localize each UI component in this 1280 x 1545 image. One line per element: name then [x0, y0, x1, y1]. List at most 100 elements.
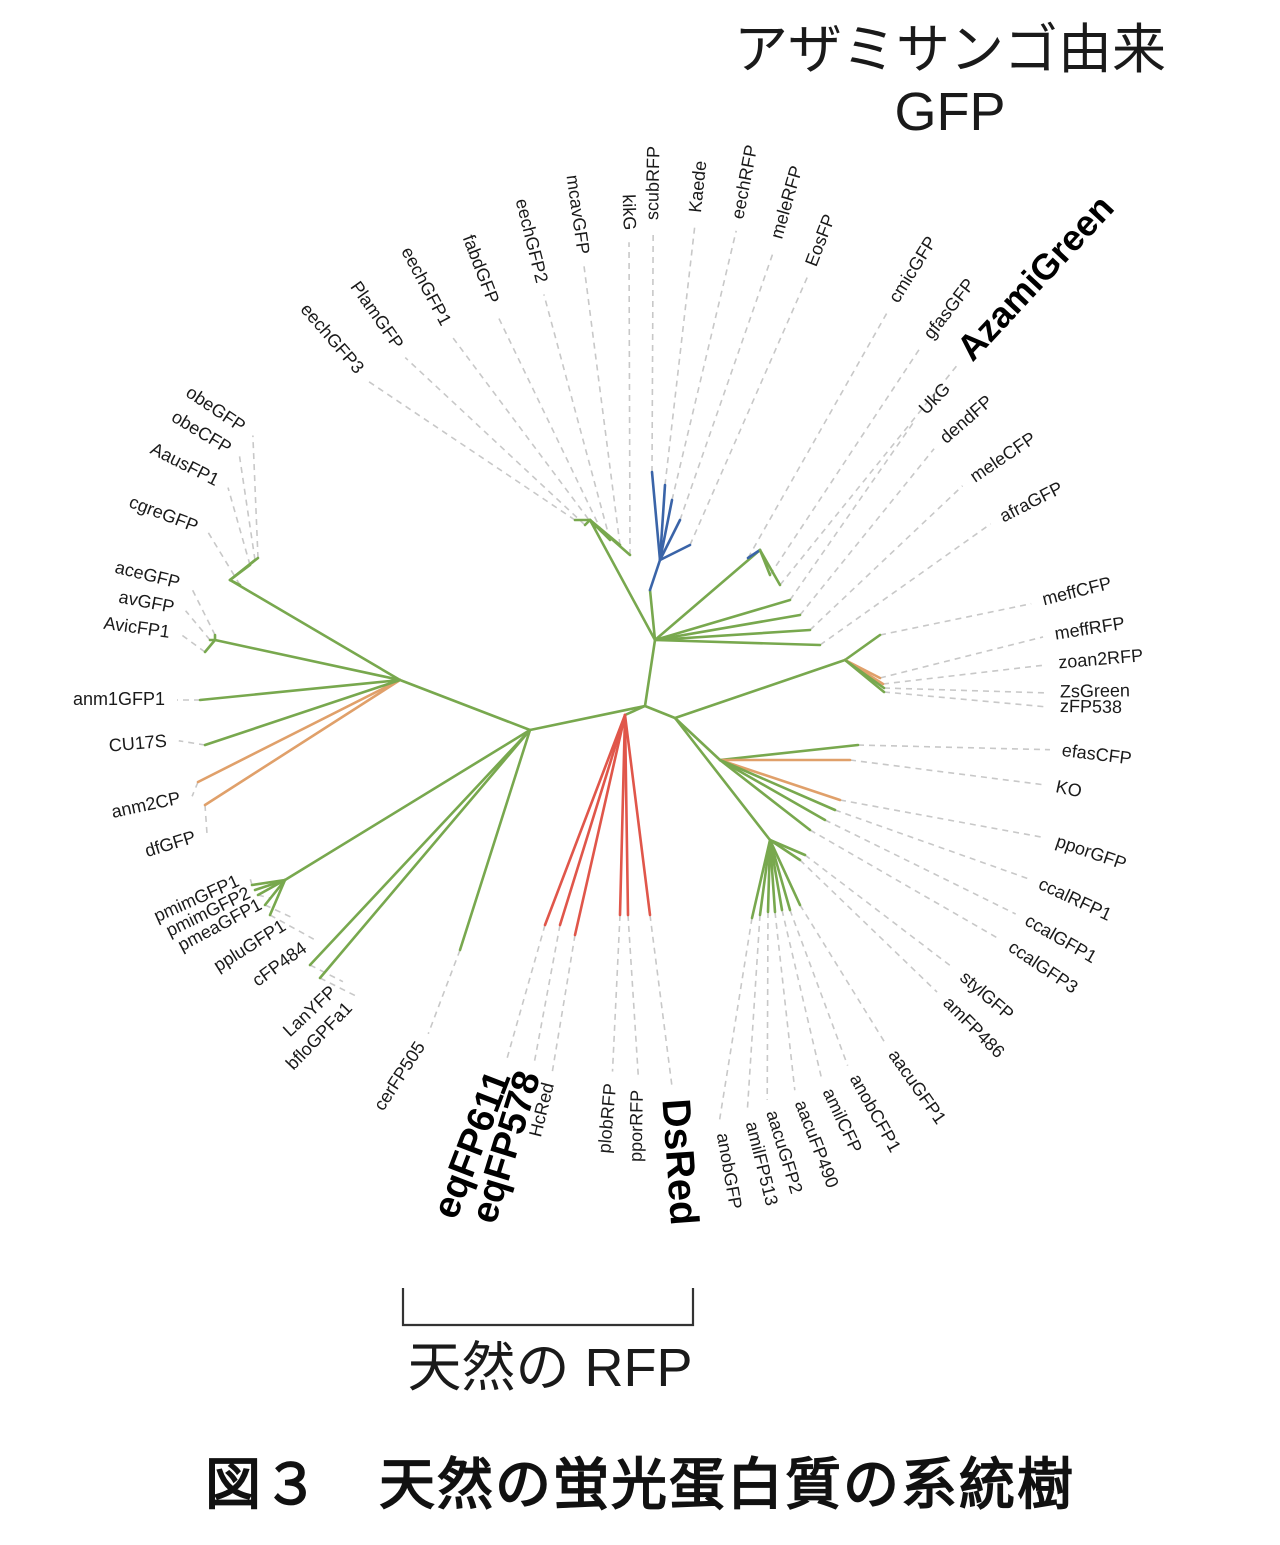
guide-mcavGFP: [583, 266, 621, 546]
branch-zFP538: [843, 658, 886, 694]
leaf-label-meleCFP: meleCFP: [966, 428, 1039, 487]
guide-fabdGFP: [496, 314, 603, 533]
rfp-bracket: [401, 1288, 695, 1327]
leaf-label-eechGFP2: eechGFP2: [512, 197, 552, 285]
branch-HcRed: [573, 713, 627, 937]
branch-internal-c-b: [643, 638, 657, 708]
branch-meffCFP: [843, 633, 882, 662]
guide-ppluGFP1: [264, 904, 296, 920]
branch-anobCFP1: [768, 838, 792, 912]
guide-eqFP611: [505, 924, 546, 1063]
leaf-label-CU17S: CU17S: [108, 731, 168, 756]
guide-gfasGFP: [769, 346, 922, 576]
leaf-label-ccalRFP1: ccalRFP1: [1036, 874, 1115, 925]
branch-meleCFP: [653, 628, 812, 642]
branch-ccalGFP1: [718, 758, 827, 822]
leaf-label-dfGFP: dfGFP: [143, 827, 199, 861]
guide-ccalGFP1: [824, 819, 1017, 915]
branch-internal-r-r1: [673, 658, 847, 720]
branch-scubRFP: [650, 470, 662, 562]
leaf-label-AzamiGreen: AzamiGreen: [948, 187, 1121, 369]
leaf-label-kikG: kikG: [619, 194, 640, 231]
figure-caption: 図３ 天然の蛍光蛋白質の系統樹: [205, 1453, 1075, 1518]
leaf-label-scubRFP: scubRFP: [642, 146, 663, 220]
guide-aacuGFP2: [766, 911, 769, 1100]
guide-efasCFP: [857, 744, 1050, 751]
rfp-bracket-line: [401, 1288, 695, 1327]
guide-CU17S: [178, 739, 206, 746]
guide-dfGFP: [204, 804, 208, 834]
branch-internal-c-r: [643, 704, 677, 720]
branch-amFP486: [768, 838, 802, 862]
branch-meleRFP: [658, 518, 682, 562]
guide-Kaede: [664, 224, 696, 486]
leaf-label-avGFP: avGFP: [117, 587, 176, 617]
leaf-label-efasCFP: efasCFP: [1061, 740, 1133, 768]
leaf-label-UkG: UkG: [915, 379, 954, 419]
guide-AzamiGreen: [779, 364, 958, 586]
branch-pporRFP: [623, 713, 630, 917]
guide-afraGFP: [819, 523, 992, 646]
branch-CU17S: [203, 678, 402, 747]
leaf-label-anm2CP: anm2CP: [110, 788, 183, 822]
leaf-label-plobRFP: plobRFP: [594, 1083, 620, 1155]
branch-eqFP611: [543, 713, 627, 927]
branch-eqFP578: [558, 713, 627, 927]
guide-avGFP: [184, 610, 211, 641]
guide-DsRed: [649, 914, 673, 1088]
leaf-label-meffRFP: meffRFP: [1053, 613, 1126, 644]
branch-anobGFP: [750, 838, 772, 920]
guide-aacuFP490: [774, 911, 796, 1091]
branch-internal-r-r2: [673, 716, 772, 842]
branch-Kaede: [658, 483, 667, 562]
branch-internal-l-ld: [283, 728, 532, 882]
branch-DsRed: [623, 713, 652, 917]
branch-ppluGFP1: [263, 878, 287, 907]
leaf-label-DsRed: DsRed: [653, 1097, 706, 1226]
guide-zFP538: [883, 691, 1049, 708]
branch-AzamiGreen: [758, 548, 782, 587]
guide-eechGFP2: [543, 294, 611, 541]
leaf-label-mcavGFP: mcavGFP: [563, 174, 594, 256]
branch-internal-c-l: [528, 704, 647, 732]
guide-meleCFP: [809, 485, 964, 631]
leaf-label-zFP538: zFP538: [1060, 696, 1122, 717]
guide-ccalRFP1: [834, 809, 1029, 880]
leaf-label-anobGFP: anobGFP: [713, 1131, 746, 1210]
branch-internal-ll-l1: [228, 578, 402, 682]
leaf-label-PlamGFP: PlamGFP: [346, 277, 407, 352]
guide-anm2CP: [191, 781, 199, 797]
guide-obeGFP: [252, 435, 259, 559]
guide-stylGFP: [804, 854, 954, 969]
guide-pporGFP: [839, 799, 1046, 839]
leaf-label-cmicGFP: cmicGFP: [885, 233, 941, 306]
branch-plobRFP: [618, 713, 627, 917]
guide-meffCFP: [879, 602, 1032, 636]
branch-anm2CP: [196, 678, 402, 784]
leaf-label-pporGFP: pporGFP: [1053, 831, 1129, 874]
azami-gfp-annotation-line2: GFP: [894, 82, 1006, 142]
leaf-label-afraGFP: afraGFP: [996, 477, 1066, 526]
guide-KO: [849, 759, 1045, 786]
guide-cmicGFP: [747, 311, 889, 559]
guide-eqFP578: [533, 924, 561, 1062]
leaf-guide-lines: [177, 224, 1050, 1122]
leaf-label-eechRFP: eechRFP: [727, 143, 761, 220]
guide-obeCFP: [238, 456, 256, 561]
guide-EosFP: [689, 276, 809, 546]
guide-amilCFP: [781, 909, 823, 1080]
branch-internal-l-ll: [398, 678, 532, 732]
azami-gfp-annotation-line1: アザミサンゴ由来: [734, 20, 1166, 80]
guide-eechRFP: [671, 230, 737, 501]
leaf-label-eechGFP1: eechGFP1: [397, 243, 455, 328]
branch-LanYFP: [308, 728, 532, 967]
branch-ccalGFP3: [718, 758, 812, 832]
guide-cerFP505: [427, 949, 461, 1035]
guide-amFP486: [799, 859, 938, 993]
leaf-label-aacuGFP1: aacuGFP1: [884, 1046, 950, 1128]
guide-UkG: [789, 420, 916, 601]
branch-UkG: [653, 598, 792, 642]
branch-internal-ll-l2: [213, 638, 402, 682]
branch-cFP484: [268, 878, 287, 917]
guide-scubRFP: [651, 232, 654, 473]
